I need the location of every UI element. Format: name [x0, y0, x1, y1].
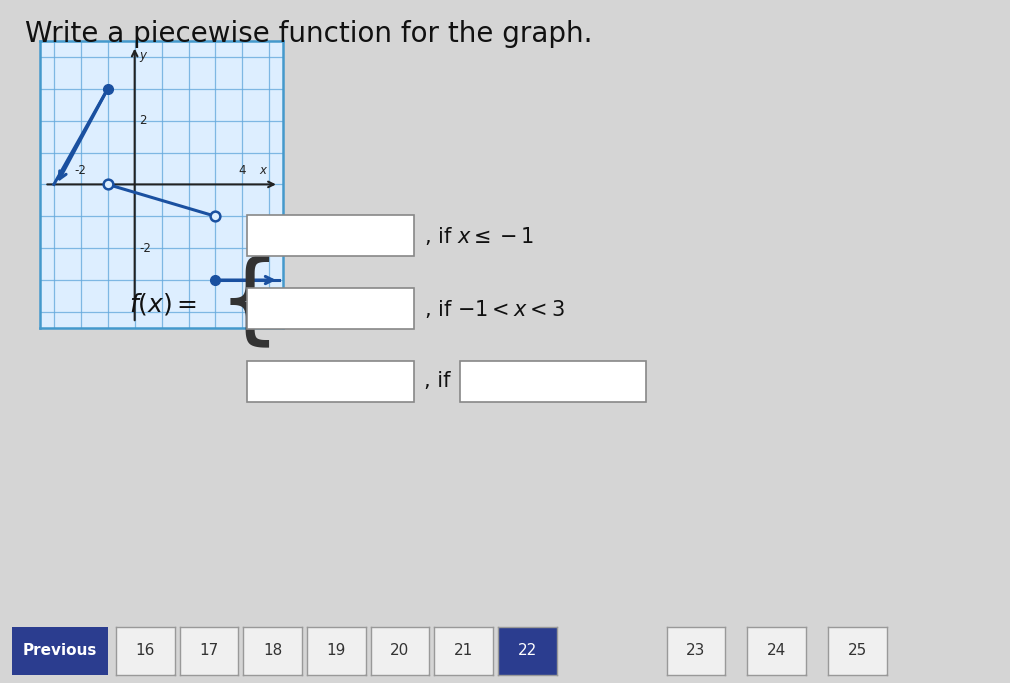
Text: 19: 19 — [326, 643, 346, 658]
FancyBboxPatch shape — [241, 626, 304, 675]
Text: 21: 21 — [453, 643, 474, 658]
Text: 4: 4 — [238, 165, 246, 178]
Text: , if: , if — [424, 371, 450, 391]
Text: 25: 25 — [847, 643, 868, 658]
Text: -2: -2 — [139, 242, 152, 255]
Text: 2: 2 — [139, 114, 147, 127]
FancyBboxPatch shape — [9, 627, 111, 675]
Text: , if $-1 < x < 3$: , if $-1 < x < 3$ — [424, 298, 566, 320]
Text: y: y — [139, 49, 146, 62]
FancyBboxPatch shape — [369, 626, 431, 675]
Text: x: x — [260, 165, 266, 178]
Text: $f(x) =$: $f(x) =$ — [128, 291, 197, 317]
FancyBboxPatch shape — [247, 288, 414, 329]
Text: -2: -2 — [75, 165, 87, 178]
FancyBboxPatch shape — [665, 626, 727, 675]
Text: 17: 17 — [199, 643, 219, 658]
FancyBboxPatch shape — [826, 626, 889, 675]
Text: $\{$: $\{$ — [217, 256, 271, 352]
Text: , if $x \leq -1$: , if $x \leq -1$ — [424, 225, 534, 247]
FancyBboxPatch shape — [745, 626, 808, 675]
Text: Write a piecewise function for the graph.: Write a piecewise function for the graph… — [25, 20, 593, 48]
Text: 24: 24 — [767, 643, 787, 658]
FancyBboxPatch shape — [460, 361, 646, 402]
FancyBboxPatch shape — [432, 626, 495, 675]
Text: 16: 16 — [135, 643, 156, 658]
FancyBboxPatch shape — [247, 361, 414, 402]
Text: 18: 18 — [263, 643, 283, 658]
FancyBboxPatch shape — [247, 215, 414, 256]
FancyBboxPatch shape — [305, 626, 368, 675]
FancyBboxPatch shape — [114, 626, 177, 675]
Text: 22: 22 — [517, 643, 537, 658]
Text: Previous: Previous — [23, 643, 97, 658]
FancyBboxPatch shape — [178, 626, 240, 675]
FancyBboxPatch shape — [496, 626, 559, 675]
Text: 23: 23 — [686, 643, 706, 658]
Text: 20: 20 — [390, 643, 410, 658]
